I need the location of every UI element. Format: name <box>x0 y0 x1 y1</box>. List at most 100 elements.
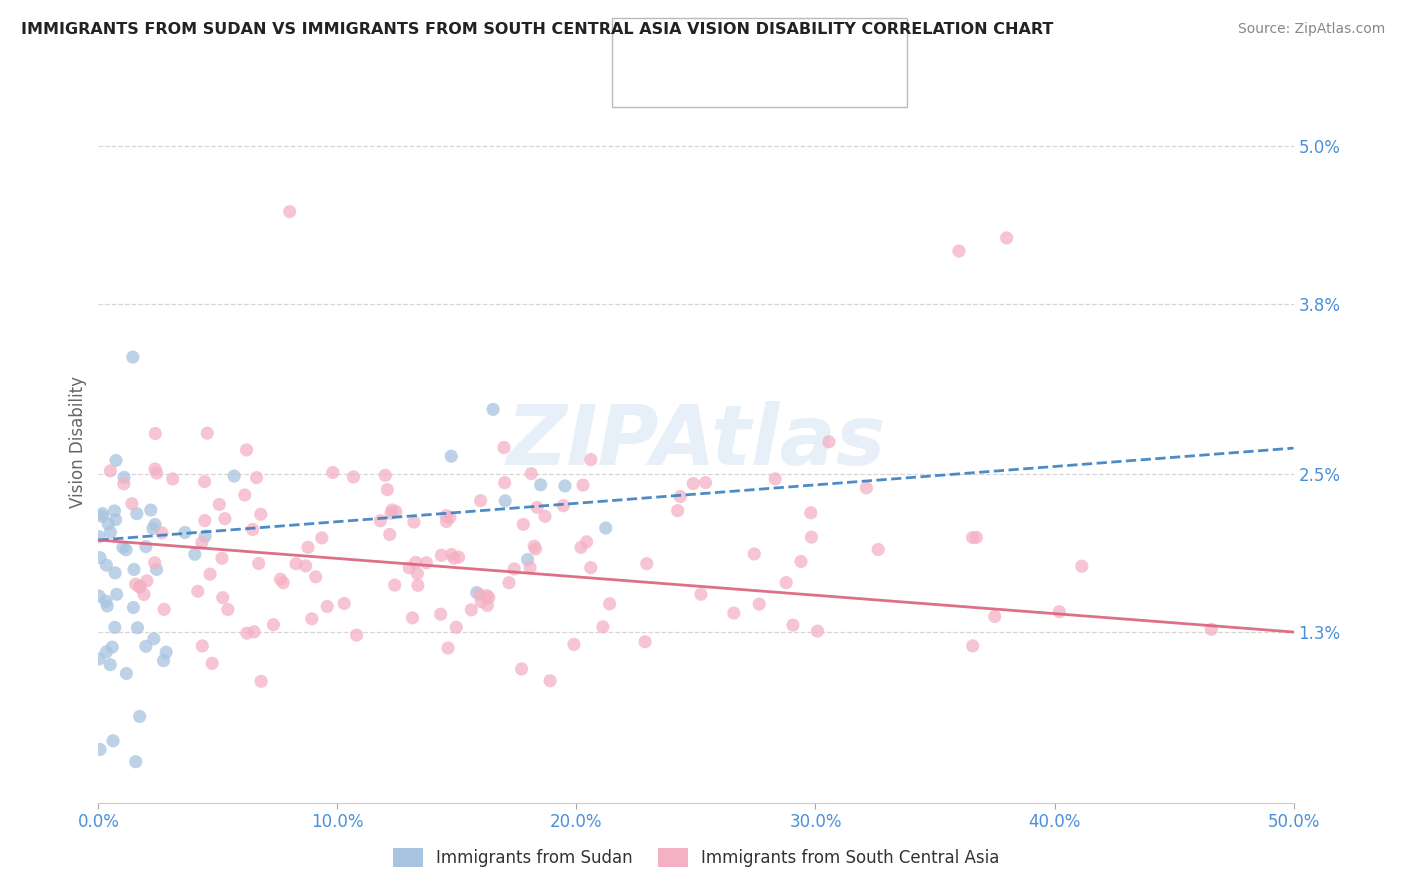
Point <box>142 521 165 535</box>
Point <box>465 585 488 599</box>
Point <box>402 515 425 529</box>
Point <box>121 497 143 511</box>
Text: ZIPAtlas: ZIPAtlas <box>506 401 886 482</box>
Point <box>440 449 463 463</box>
Point <box>115 666 138 681</box>
Point <box>112 476 135 491</box>
Point <box>398 561 420 575</box>
Point <box>139 503 162 517</box>
Point <box>132 587 155 601</box>
Point <box>800 506 823 520</box>
Point <box>666 504 689 518</box>
Point <box>554 479 576 493</box>
Point <box>530 477 553 491</box>
Point <box>104 453 127 467</box>
Point <box>384 578 406 592</box>
Point <box>579 452 602 467</box>
Point <box>599 597 621 611</box>
Point <box>305 570 328 584</box>
Point <box>122 600 145 615</box>
Point <box>100 525 122 540</box>
Point <box>790 554 813 568</box>
Point <box>143 556 166 570</box>
Point <box>174 525 197 540</box>
Point <box>526 500 548 515</box>
Point <box>143 426 166 441</box>
Point <box>135 639 157 653</box>
Point <box>153 602 176 616</box>
Point <box>634 634 657 648</box>
Point <box>162 472 184 486</box>
Point <box>195 426 218 441</box>
Point <box>103 504 125 518</box>
Point <box>569 541 592 555</box>
Point <box>187 584 209 599</box>
Point <box>94 594 117 608</box>
Point <box>262 617 284 632</box>
Point <box>984 609 1007 624</box>
Point <box>245 470 267 484</box>
Point <box>285 557 308 571</box>
Point <box>460 603 482 617</box>
Point <box>775 575 797 590</box>
Point <box>1201 623 1223 637</box>
Point <box>748 597 770 611</box>
Point <box>468 588 491 602</box>
Point <box>346 628 368 642</box>
Point <box>294 558 316 573</box>
Point <box>115 542 138 557</box>
Text: IMMIGRANTS FROM SUDAN VS IMMIGRANTS FROM SOUTH CENTRAL ASIA VISION DISABILITY CO: IMMIGRANTS FROM SUDAN VS IMMIGRANTS FROM… <box>21 22 1053 37</box>
Point <box>89 742 111 756</box>
Point <box>503 562 526 576</box>
Point <box>381 503 404 517</box>
Point <box>443 551 465 566</box>
Point <box>105 587 128 601</box>
Point <box>374 468 396 483</box>
Point <box>194 529 217 543</box>
Point <box>375 483 398 497</box>
Point <box>333 597 356 611</box>
Point <box>104 620 127 634</box>
Point <box>575 535 598 549</box>
Point <box>198 567 221 582</box>
Point <box>145 466 167 480</box>
Point <box>91 509 114 524</box>
Point <box>247 557 270 571</box>
Point <box>101 733 124 747</box>
Text: R = -0.245   N = 132: R = -0.245 N = 132 <box>666 72 855 90</box>
Point <box>124 577 146 591</box>
Point <box>523 539 546 553</box>
Point <box>595 521 617 535</box>
Point <box>682 476 704 491</box>
Point <box>855 481 877 495</box>
Point <box>191 535 214 549</box>
Point <box>763 472 786 486</box>
Point <box>406 566 429 581</box>
Point <box>510 662 533 676</box>
Point <box>150 525 173 540</box>
Point <box>579 560 602 574</box>
Y-axis label: Vision Disability: Vision Disability <box>69 376 87 508</box>
Point <box>96 645 118 659</box>
Point <box>311 531 333 545</box>
Point <box>437 641 460 656</box>
Point <box>723 606 745 620</box>
Point <box>104 513 127 527</box>
Point <box>235 442 257 457</box>
Point <box>242 523 264 537</box>
Point <box>429 607 451 622</box>
Point <box>553 499 575 513</box>
Point <box>236 626 259 640</box>
FancyBboxPatch shape <box>616 27 661 60</box>
Point <box>96 558 118 573</box>
Point <box>492 441 515 455</box>
Point <box>524 541 547 556</box>
Point <box>965 530 987 544</box>
Point <box>316 599 339 614</box>
Point <box>211 591 233 605</box>
Point <box>191 639 214 653</box>
Point <box>193 475 215 489</box>
Legend: Immigrants from Sudan, Immigrants from South Central Asia: Immigrants from Sudan, Immigrants from S… <box>387 841 1005 874</box>
Point <box>111 541 134 555</box>
Point <box>89 530 111 544</box>
